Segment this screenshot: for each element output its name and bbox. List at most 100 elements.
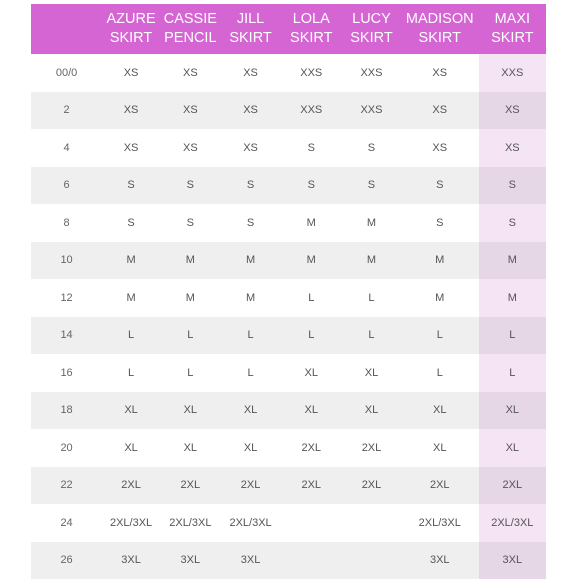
jill-size-cell: XS bbox=[243, 104, 258, 117]
table-row: 2 XS XS XS XXS XXS XS XS bbox=[31, 91, 546, 129]
maxi-size-cell: XL bbox=[478, 391, 546, 429]
size-cell: 22 bbox=[60, 479, 73, 492]
lola-size-cell: 2XL bbox=[301, 479, 322, 492]
table-row: 26 3XL 3XL 3XL 3XL 3XL bbox=[31, 541, 546, 580]
jill-size-cell: M bbox=[245, 291, 256, 304]
size-cell: 24 bbox=[60, 516, 73, 529]
cassie-size-cell: XS bbox=[182, 141, 198, 154]
maxi-size-cell: M bbox=[478, 241, 546, 279]
madison-size-cell: M bbox=[435, 254, 445, 267]
madison-size-cell: 2XL bbox=[429, 479, 450, 492]
size-cell: 10 bbox=[60, 254, 73, 267]
lola-size-cell: S bbox=[307, 141, 315, 154]
header-lucy-skirt: LUCY SKIRT bbox=[342, 4, 401, 54]
lola-size-cell: S bbox=[307, 179, 315, 192]
azure-size-cell: XS bbox=[123, 104, 139, 117]
azure-size-cell: XL bbox=[124, 404, 138, 417]
cassie-size-cell: L bbox=[187, 366, 194, 379]
madison-size-cell: XL bbox=[433, 441, 447, 454]
maxi-size-cell: S bbox=[478, 166, 546, 204]
madison-size-cell: S bbox=[436, 216, 444, 229]
azure-size-cell: L bbox=[127, 329, 135, 342]
table-row: 6 S S S S S S S bbox=[31, 166, 546, 204]
madison-size-cell: XS bbox=[432, 141, 448, 154]
header-maxi-skirt: MAXI SKIRT bbox=[478, 4, 546, 54]
azure-size-cell: S bbox=[127, 216, 135, 229]
jill-size-cell: XS bbox=[243, 66, 258, 79]
header-line1: CASSIE bbox=[163, 11, 217, 27]
table-row: 4 XS XS XS S S XS XS bbox=[31, 129, 546, 167]
lucy-size-cell: S bbox=[367, 179, 376, 192]
jill-size-cell: XS bbox=[243, 141, 258, 154]
lucy-size-cell: S bbox=[367, 141, 376, 154]
azure-size-cell: S bbox=[127, 179, 135, 192]
madison-size-cell: XS bbox=[432, 66, 448, 79]
lucy-size-cell: M bbox=[366, 254, 377, 267]
jill-size-cell: L bbox=[247, 329, 254, 342]
lola-size-cell: XL bbox=[304, 404, 318, 417]
cassie-size-cell: M bbox=[185, 254, 195, 267]
lola-size-cell: XL bbox=[304, 366, 318, 379]
table-row: 10 M M M M M M M bbox=[31, 241, 546, 279]
table-header: AZURE SKIRT CASSIE PENCIL JILL SKIRT LOL… bbox=[31, 4, 546, 54]
table-row: 12 M M M L L M M bbox=[31, 279, 546, 317]
lola-size-cell bbox=[280, 504, 342, 542]
lucy-size-cell: 2XL bbox=[361, 479, 382, 492]
jill-size-cell: 3XL bbox=[240, 554, 261, 567]
madison-size-cell: M bbox=[435, 291, 445, 304]
cassie-size-cell: XS bbox=[182, 104, 198, 117]
jill-size-cell: 2XL/3XL bbox=[229, 516, 272, 529]
header-size-cell bbox=[31, 4, 102, 54]
header-jill-skirt: JILL SKIRT bbox=[221, 4, 281, 54]
maxi-size-cell: S bbox=[478, 204, 546, 242]
lola-size-cell: M bbox=[306, 216, 316, 229]
madison-size-cell: XL bbox=[433, 404, 447, 417]
cassie-size-cell: 2XL/3XL bbox=[169, 516, 212, 529]
maxi-size-cell: L bbox=[478, 354, 546, 392]
maxi-size-cell: XXS bbox=[478, 54, 546, 92]
size-cell: 20 bbox=[60, 441, 73, 454]
maxi-size-cell: XL bbox=[478, 429, 546, 467]
header-line1: JILL bbox=[236, 11, 265, 27]
header-line1: MADISON bbox=[405, 11, 474, 27]
azure-size-cell: XS bbox=[123, 141, 139, 154]
cassie-size-cell: 2XL bbox=[180, 479, 201, 492]
jill-size-cell: S bbox=[246, 216, 255, 229]
size-cell: 6 bbox=[63, 179, 70, 192]
size-chart-table: AZURE SKIRT CASSIE PENCIL JILL SKIRT LOL… bbox=[31, 4, 546, 579]
cassie-size-cell: M bbox=[185, 291, 195, 304]
azure-size-cell: 3XL bbox=[121, 554, 141, 567]
madison-size-cell: 3XL bbox=[429, 554, 450, 567]
size-cell: 4 bbox=[63, 141, 70, 154]
madison-size-cell: S bbox=[436, 179, 444, 192]
lucy-size-cell bbox=[342, 542, 401, 580]
jill-size-cell: 2XL bbox=[240, 479, 261, 492]
cassie-size-cell: S bbox=[186, 179, 194, 192]
header-line2: SKIRT bbox=[229, 30, 272, 46]
cassie-size-cell: S bbox=[186, 216, 194, 229]
table-body: 00/0 XS XS XS XXS XXS XS XXS 2 XS XS XS XXS XXS XS XS 4 X… bbox=[31, 54, 546, 579]
lola-size-cell bbox=[280, 542, 342, 580]
maxi-size-cell: 3XL bbox=[478, 541, 546, 579]
size-cell: 00/0 bbox=[55, 66, 78, 79]
table-row: 00/0 XS XS XS XXS XXS XS XXS bbox=[31, 54, 546, 92]
lola-size-cell: L bbox=[308, 329, 315, 342]
table-row: 16 L L L XL XL L L bbox=[31, 354, 546, 392]
lola-size-cell: XXS bbox=[300, 104, 323, 117]
header-line2: SKIRT bbox=[350, 30, 393, 46]
azure-size-cell: 2XL bbox=[121, 479, 141, 492]
cassie-size-cell: XL bbox=[183, 441, 198, 454]
header-line2: SKIRT bbox=[109, 30, 153, 46]
maxi-size-cell: XS bbox=[478, 129, 546, 167]
lucy-size-cell bbox=[342, 504, 401, 542]
size-cell: 26 bbox=[60, 554, 73, 567]
cassie-size-cell: L bbox=[187, 329, 194, 342]
jill-size-cell: L bbox=[247, 366, 254, 379]
maxi-size-cell: 2XL bbox=[478, 466, 546, 504]
lucy-size-cell: XL bbox=[364, 404, 379, 417]
size-cell: 16 bbox=[60, 366, 73, 379]
madison-size-cell: XS bbox=[432, 104, 448, 117]
madison-size-cell: L bbox=[436, 329, 443, 342]
azure-size-cell: L bbox=[127, 366, 135, 379]
azure-size-cell: M bbox=[126, 254, 136, 267]
